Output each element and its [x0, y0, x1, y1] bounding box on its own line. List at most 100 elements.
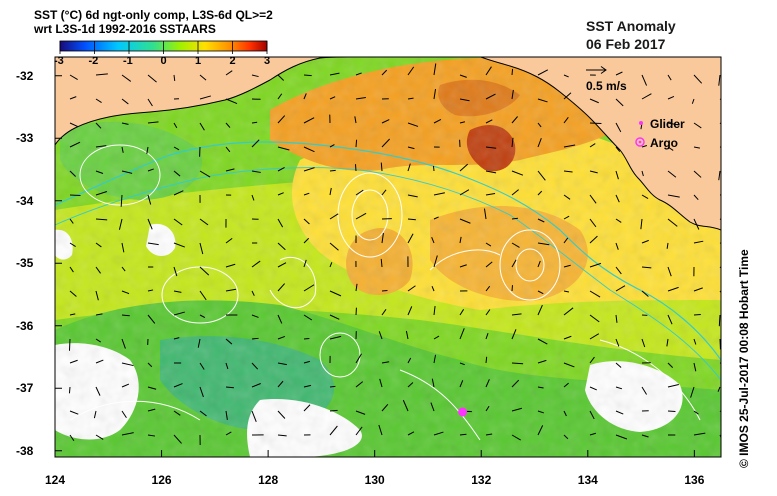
current-vector [381, 189, 387, 196]
current-vector [251, 410, 257, 423]
y-tick-label: -32 [16, 68, 34, 83]
current-vector [641, 93, 652, 100]
current-vector [485, 379, 490, 388]
current-vector [615, 170, 619, 180]
current-vector [641, 386, 648, 395]
current-vector [537, 386, 544, 389]
current-vector [667, 383, 679, 388]
current-vector [430, 402, 435, 412]
current-vector [433, 354, 437, 364]
current-vector [69, 218, 74, 224]
current-vector [563, 144, 576, 148]
current-vector [277, 410, 286, 419]
current-vector [615, 314, 618, 323]
ssh-contour [399, 369, 481, 441]
current-vector [251, 290, 255, 296]
current-vector [329, 425, 338, 436]
current-vector [511, 242, 520, 248]
credit-text: © IMOS 25-Jul-2017 00:08 Hobart Time [737, 249, 751, 468]
current-vector [225, 122, 231, 128]
current-vector [407, 66, 415, 76]
current-vector [666, 242, 669, 249]
current-vector [433, 216, 439, 220]
current-vector [329, 72, 340, 76]
current-vector [485, 433, 493, 436]
current-vector [381, 289, 388, 292]
current-vector [147, 121, 159, 124]
current-vector [251, 170, 261, 173]
current-vector [329, 262, 333, 268]
current-vector [459, 236, 462, 244]
current-vector [173, 146, 180, 151]
current-vector [407, 163, 411, 172]
current-vector [173, 242, 185, 248]
current-vector [640, 218, 643, 230]
current-vector [199, 362, 205, 370]
current-vector [693, 313, 701, 316]
current-vector [433, 192, 445, 196]
current-vector [146, 146, 149, 154]
current-vector [69, 74, 78, 81]
current-vector [589, 262, 602, 268]
current-vector [537, 170, 546, 181]
x-tick-label: 134 [577, 473, 598, 487]
current-vector [718, 170, 721, 181]
current-vector [251, 260, 261, 268]
current-vector [641, 170, 644, 177]
current-vector [95, 122, 102, 129]
current-vector [459, 74, 467, 78]
current-vector [303, 284, 315, 292]
current-vector [511, 68, 514, 76]
current-vector [537, 260, 541, 268]
current-vector [589, 170, 598, 174]
current-vector [329, 169, 336, 172]
map-frame [54, 56, 722, 458]
current-vector [95, 98, 102, 103]
current-vector [355, 381, 364, 388]
current-vector [589, 194, 597, 204]
current-vector [589, 143, 596, 148]
current-vector [173, 190, 184, 196]
current-vector [277, 262, 287, 268]
y-tick-label: -38 [16, 443, 34, 458]
current-vector [277, 167, 285, 172]
current-vector [483, 208, 487, 220]
current-vector [277, 335, 286, 340]
current-vector [173, 290, 182, 293]
current-vector [303, 167, 315, 172]
current-vector [355, 426, 363, 436]
current-vector [537, 338, 548, 345]
current-vector [615, 266, 622, 275]
current-vector [485, 192, 496, 196]
current-vector [355, 283, 358, 292]
current-vector [667, 314, 673, 325]
current-vector [95, 313, 103, 316]
colorbar-ticks [59, 41, 268, 54]
current-vector [407, 233, 414, 244]
current-vector [511, 189, 519, 196]
current-vector [511, 313, 522, 316]
current-vector [589, 386, 597, 391]
map-title-line1: SST (°C) 6d ngt-only comp, L3S-6d QL>=2 [34, 8, 273, 22]
current-vector [589, 410, 595, 420]
current-vector [459, 380, 464, 388]
glider-legend-label: Glider [650, 117, 685, 131]
current-vector [511, 217, 519, 220]
y-tick-label: -35 [16, 256, 34, 271]
current-vector [121, 74, 132, 82]
current-vector [537, 242, 550, 246]
current-vector [251, 139, 260, 148]
current-vector [173, 170, 181, 177]
current-vector [173, 311, 185, 316]
current-vector [615, 434, 628, 440]
arrow-right-icon [586, 66, 607, 74]
current-vector [433, 306, 436, 316]
current-vector [667, 218, 678, 227]
current-vector [563, 434, 569, 440]
ssh-contour [429, 249, 501, 271]
current-vector [147, 242, 159, 246]
current-vector [693, 146, 701, 149]
current-vector [511, 89, 514, 100]
current-vector [485, 405, 490, 412]
current-vector [381, 69, 388, 76]
